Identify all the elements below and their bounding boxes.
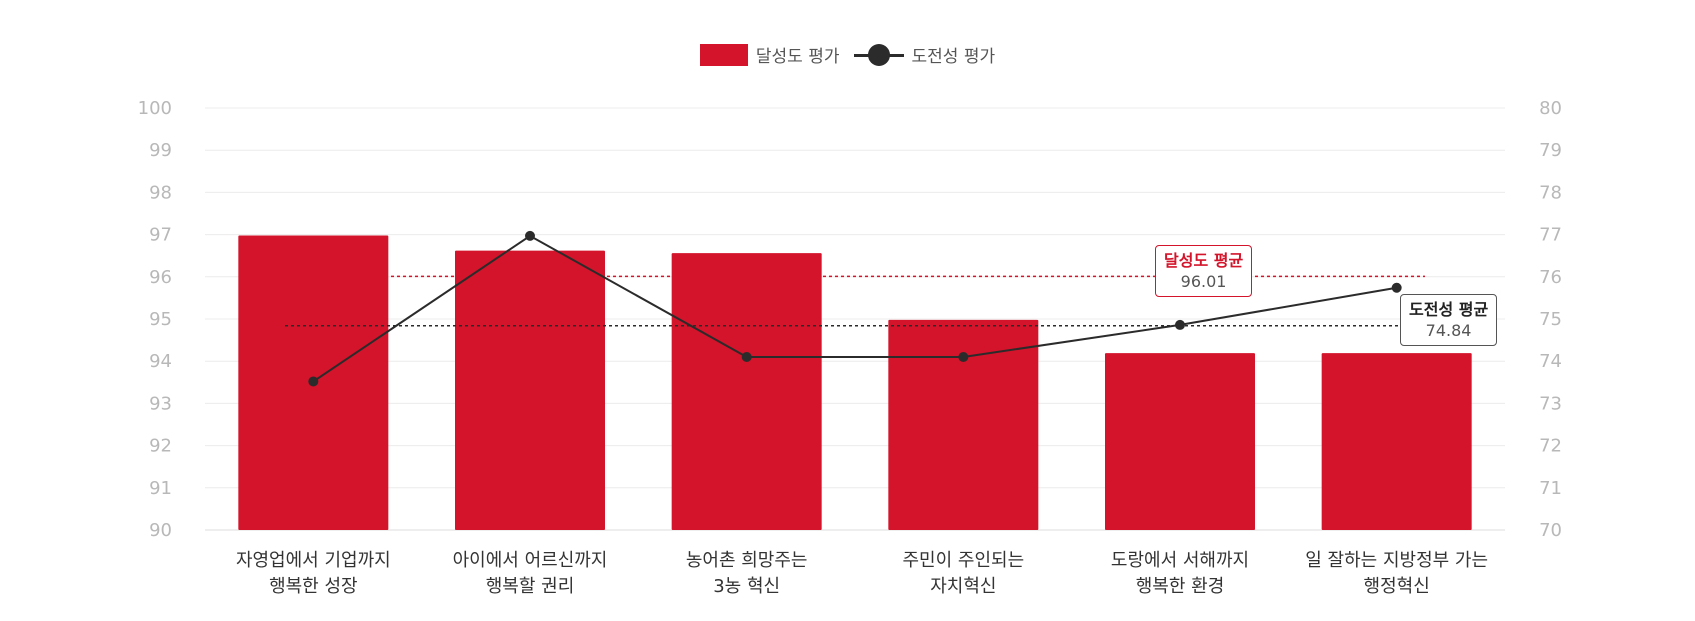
challenge-average-label: 도전성 평균 [1409, 299, 1489, 319]
x-axis-label-line: 주민이 주인되는 [902, 550, 1025, 571]
legend-swatch-line [853, 43, 904, 66]
x-axis-label: 농어촌 희망주는 3농 혁신 [627, 548, 867, 600]
left-axis-tick-label: 97 [149, 225, 172, 246]
challenge-average-value: 74.84 [1425, 320, 1472, 340]
legend-swatch-bar [699, 43, 748, 66]
right-axis-tick-label: 74 [1539, 351, 1562, 372]
right-axis-tick-label: 80 [1539, 98, 1562, 119]
x-axis-label-line: 농어촌 희망주는 [685, 550, 808, 571]
left-axis-tick-label: 91 [149, 478, 172, 499]
line-path [312, 234, 1397, 383]
chart-legend: 달성도 평가 도전성 평가 [0, 42, 1695, 67]
bar [1105, 353, 1255, 530]
left-axis-tick-label: 94 [149, 351, 172, 372]
line-series [308, 230, 1402, 387]
right-axis-tick-label: 71 [1539, 478, 1562, 499]
reference-lines [285, 275, 1425, 327]
legend-item-challenge: 도전성 평가 [853, 42, 996, 67]
bar-series [238, 235, 1472, 531]
x-axis-label-line: 자치혁신 [930, 576, 997, 597]
left-axis-tick-label: 90 [149, 520, 172, 541]
grid-lines [205, 107, 1505, 531]
left-axis-tick-label: 93 [149, 393, 172, 414]
challenge-average-box: 도전성 평균 74.84 [1400, 293, 1498, 346]
legend-label-achievement: 달성도 평가 [755, 47, 840, 67]
x-axis-label-line: 도랑에서 서해까지 [1110, 550, 1250, 571]
bar [888, 319, 1039, 530]
right-axis-ticks: 70 71 72 73 74 75 76 77 78 79 80 [1539, 98, 1562, 541]
left-axis-tick-label: 99 [149, 140, 172, 161]
bar [1321, 353, 1472, 530]
x-axis-label-line: 행정혁신 [1363, 576, 1430, 597]
x-axis-label-line: 일 잘하는 지방정부 가는 [1305, 550, 1489, 571]
line-point [525, 230, 535, 241]
left-axis-ticks: 90 91 92 93 94 95 96 97 98 99 100 [138, 98, 172, 541]
bar [671, 253, 822, 530]
line-point [308, 376, 319, 387]
x-axis-label-line: 자영업에서 기업까지 [235, 550, 391, 571]
legend-label-challenge: 도전성 평가 [911, 47, 996, 67]
left-axis-tick-label: 100 [138, 98, 172, 119]
x-axis-label-line: 행복한 환경 [1135, 576, 1225, 597]
line-point [958, 351, 969, 362]
left-axis-tick-label: 96 [149, 267, 172, 288]
right-axis-tick-label: 75 [1539, 309, 1562, 330]
x-axis-label-line: 행복한 성장 [269, 576, 358, 597]
right-axis-tick-label: 77 [1539, 225, 1562, 246]
right-axis-tick-label: 70 [1539, 520, 1562, 541]
right-axis-tick-label: 78 [1539, 182, 1562, 203]
right-axis-tick-label: 72 [1539, 436, 1562, 457]
achievement-average-value: 96.01 [1180, 272, 1227, 292]
left-axis-tick-label: 98 [149, 182, 172, 203]
achievement-average-label: 달성도 평균 [1164, 251, 1244, 271]
right-axis-tick-label: 73 [1539, 393, 1562, 414]
right-axis-tick-label: 79 [1539, 140, 1562, 161]
achievement-average-box: 달성도 평균 96.01 [1155, 245, 1253, 298]
line-point [1175, 319, 1185, 330]
x-axis-label-line: 아이에서 어르신까지 [452, 550, 608, 571]
legend-item-achievement: 달성도 평가 [699, 42, 840, 67]
left-axis-tick-label: 95 [149, 309, 172, 330]
right-axis-tick-label: 76 [1539, 267, 1562, 288]
bar [455, 250, 605, 531]
left-axis-tick-label: 92 [149, 436, 172, 457]
x-axis-label-line: 행복할 권리 [485, 576, 575, 597]
x-axis-label-line: 3농 혁신 [713, 576, 781, 597]
line-point [741, 351, 752, 362]
line-point [1391, 282, 1402, 293]
